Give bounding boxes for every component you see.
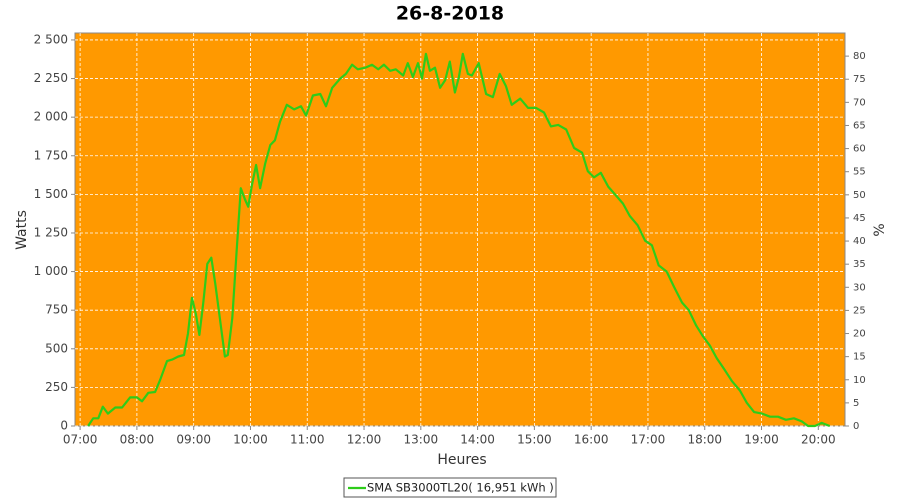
y2-tick-label: 0 [853,421,859,432]
y2-tick-label: 30 [853,282,866,293]
y-tick-label: 1 500 [34,187,68,201]
x-tick-label: 18:00 [687,433,722,447]
y2-tick-label: 15 [853,352,866,363]
data-line [87,52,831,428]
x-axis-label: Heures [437,452,486,468]
y-tick-label: 1 750 [34,148,68,162]
y-tick-label: 1 250 [34,225,68,239]
y-tick-label: 2 250 [34,71,68,85]
y-tick-label: 2 500 [34,32,68,46]
y2-tick-label: 75 [853,74,866,85]
x-tick-label: 19:00 [744,433,779,447]
y-tick-label: 250 [45,380,68,394]
x-tick-label: 14:00 [460,433,495,447]
y2-tick-label: 55 [853,167,866,178]
x-tick-label: 11:00 [290,433,325,447]
y-tick-label: 1 000 [34,264,68,278]
y-tick-label: 0 [60,419,68,433]
plot-area [74,32,846,427]
y2-tick-label: 45 [853,213,866,224]
x-tick-label: 10:00 [233,433,268,447]
legend-label: SMA SB3000TL20( 16,951 kWh ) [367,481,554,495]
chart-title: 26-8-2018 [396,3,504,25]
y2-tick-label: 80 [853,51,866,62]
x-tick-label: 13:00 [404,433,439,447]
x-tick-label: 20:00 [801,433,836,447]
y-tick-label: 500 [45,341,68,355]
x-tick-label: 15:00 [517,433,552,447]
x-tick-label: 08:00 [120,433,155,447]
y2-tick-label: 25 [853,305,866,316]
y-tick-label: 750 [45,303,68,317]
x-tick-label: 07:00 [63,433,98,447]
x-tick-label: 09:00 [176,433,211,447]
y2-tick-label: 65 [853,120,866,131]
y2-tick-label: 20 [853,329,866,340]
y2-tick-label: 60 [853,144,866,155]
y-tick-label: 2 000 [34,110,68,124]
y2-tick-label: 10 [853,375,866,386]
x-tick-label: 16:00 [574,433,609,447]
y2-tick-label: 35 [853,259,866,270]
y2-tick-label: 40 [853,236,866,247]
y-axis-label: Watts [14,210,30,250]
y2-tick-label: 50 [853,190,866,201]
x-tick-label: 17:00 [631,433,666,447]
y2-tick-label: 5 [853,398,859,409]
y2-axis-label: % [872,223,888,236]
y2-tick-label: 70 [853,97,866,108]
x-tick-label: 12:00 [347,433,382,447]
legend-box [343,477,557,498]
